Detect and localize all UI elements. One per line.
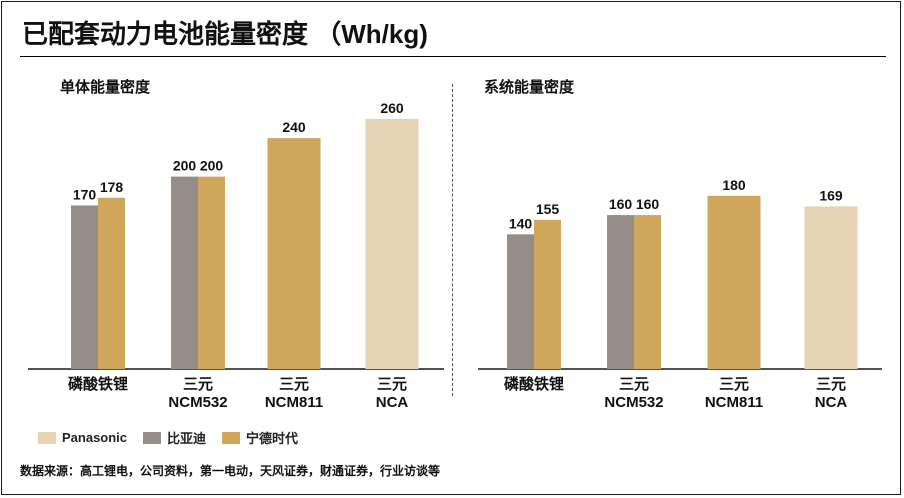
legend-label-catl: 宁德时代 xyxy=(246,431,299,446)
bar-宁德时代-0 xyxy=(98,197,125,369)
legend-item-catl: 宁德时代 xyxy=(222,428,298,447)
bar-比亚迪-0 xyxy=(71,205,98,369)
legend-label-byd: 比亚迪 xyxy=(167,431,207,446)
subchart-title-cell: 单体能量密度 xyxy=(60,79,151,96)
data-label: 178 xyxy=(100,179,124,195)
category-tick-label: NCA xyxy=(376,394,409,411)
bar-Panasonic-3 xyxy=(804,206,858,369)
category-tick-label: 三元 xyxy=(619,376,649,393)
category-tick-label: 三元 xyxy=(377,376,407,393)
bar-比亚迪-0 xyxy=(507,234,534,369)
legend-label-panasonic: Panasonic xyxy=(62,430,128,445)
data-label: 240 xyxy=(282,119,306,135)
legend-item-byd: 比亚迪 xyxy=(143,428,206,447)
data-label: 160 xyxy=(609,196,633,212)
panel-divider xyxy=(452,84,453,396)
legend-item-panasonic: Panasonic xyxy=(38,430,127,445)
category-tick-label: NCM532 xyxy=(604,394,663,411)
category-tick-label: NCA xyxy=(815,394,848,411)
legend-swatch-byd xyxy=(143,431,162,444)
bar-宁德时代-2 xyxy=(707,195,761,369)
data-label: 170 xyxy=(73,186,97,202)
category-tick-label: NCM811 xyxy=(705,394,763,411)
category-tick-label: 三元 xyxy=(279,376,309,393)
data-source-note: 数据来源：高工锂电，公司资料，第一电动，天风证券，财通证券，行业访谈等 xyxy=(20,464,441,478)
category-tick-label: 磷酸铁锂 xyxy=(68,375,128,393)
title-underline xyxy=(20,56,886,57)
bar-宁德时代-0 xyxy=(534,219,561,369)
data-label: 160 xyxy=(636,196,660,212)
data-label: 140 xyxy=(509,215,533,231)
bar-比亚迪-1 xyxy=(171,176,198,369)
category-tick-label: 三元 xyxy=(816,376,846,393)
chart-title: 已配套动力电池能量密度 （Wh/kg) xyxy=(22,19,428,49)
data-label: 200 xyxy=(200,158,224,174)
legend-swatch-catl xyxy=(222,431,241,444)
bar-比亚迪-1 xyxy=(607,215,634,369)
data-label: 200 xyxy=(173,158,197,174)
category-tick-label: 三元 xyxy=(719,376,749,393)
category-tick-label: NCM532 xyxy=(168,394,227,411)
bar-宁德时代-2 xyxy=(267,138,321,369)
category-tick-label: 三元 xyxy=(183,376,213,393)
data-label: 180 xyxy=(722,177,746,193)
data-label: 169 xyxy=(819,187,843,203)
category-tick-label: NCM811 xyxy=(265,394,323,411)
bar-Panasonic-3 xyxy=(365,118,419,369)
data-label: 155 xyxy=(536,201,560,217)
legend-swatch-panasonic xyxy=(38,431,56,444)
legend: Panasonic 比亚迪 宁德时代 xyxy=(38,428,314,447)
bar-宁德时代-1 xyxy=(634,215,661,369)
bar-宁德时代-1 xyxy=(198,176,225,369)
data-label: 260 xyxy=(380,100,404,116)
subchart-title-system: 系统能量密度 xyxy=(484,79,575,96)
category-tick-label: 磷酸铁锂 xyxy=(504,375,564,393)
